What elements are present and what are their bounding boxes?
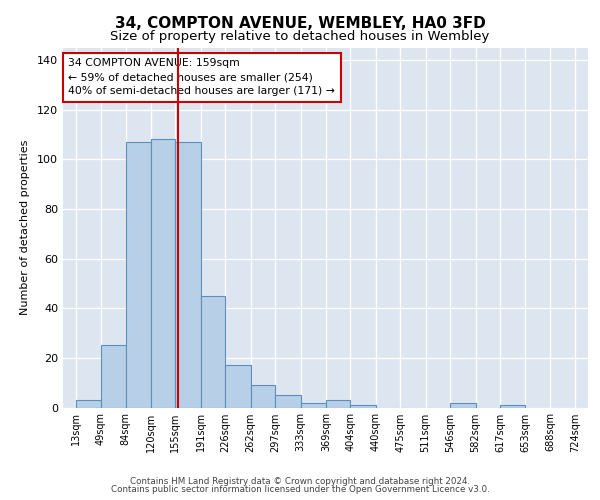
Text: Size of property relative to detached houses in Wembley: Size of property relative to detached ho…	[110, 30, 490, 43]
Bar	[275, 395, 301, 407]
Bar	[301, 402, 326, 407]
Bar	[450, 402, 476, 407]
Bar	[101, 346, 125, 408]
Bar	[226, 366, 251, 408]
Bar	[500, 405, 526, 407]
Bar	[350, 405, 376, 407]
Bar	[201, 296, 226, 408]
Bar	[326, 400, 350, 407]
Bar	[76, 400, 101, 407]
Text: Contains public sector information licensed under the Open Government Licence v3: Contains public sector information licen…	[110, 485, 490, 494]
Y-axis label: Number of detached properties: Number of detached properties	[20, 140, 30, 315]
Bar	[251, 385, 275, 407]
Text: Contains HM Land Registry data © Crown copyright and database right 2024.: Contains HM Land Registry data © Crown c…	[130, 477, 470, 486]
Bar	[175, 142, 201, 407]
Bar	[125, 142, 151, 407]
Bar	[151, 140, 175, 407]
Text: 34 COMPTON AVENUE: 159sqm
← 59% of detached houses are smaller (254)
40% of semi: 34 COMPTON AVENUE: 159sqm ← 59% of detac…	[68, 58, 335, 96]
Text: 34, COMPTON AVENUE, WEMBLEY, HA0 3FD: 34, COMPTON AVENUE, WEMBLEY, HA0 3FD	[115, 16, 485, 31]
